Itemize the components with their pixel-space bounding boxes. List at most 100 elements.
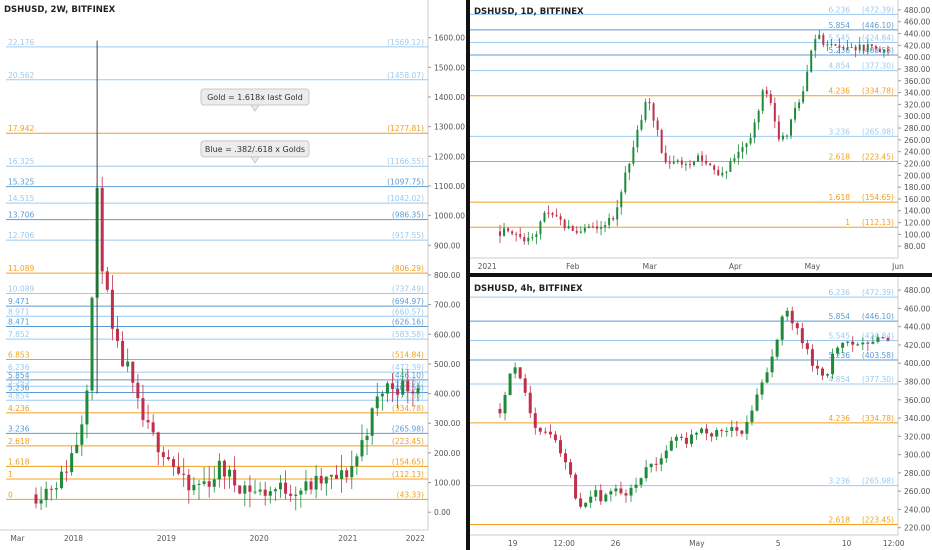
candle-body (780, 316, 784, 340)
fib-price-label: (334.78) (862, 414, 894, 423)
candle-body (49, 488, 53, 490)
y-tick-label: 200.00 (904, 171, 930, 180)
candle-body (600, 227, 603, 229)
fib-ratio-label: 5.545 (8, 377, 30, 386)
fib-price-label: (1097.75) (387, 178, 424, 187)
chart-svg-4h[interactable]: 220.00 240.00 260.00 280.00 300.00 320.00 340.… (470, 277, 932, 550)
candle-body (608, 218, 611, 226)
candle-body (664, 450, 668, 459)
candle-body (644, 467, 648, 479)
y-tick-label: 100.00 (434, 479, 460, 488)
candle-body (680, 160, 683, 165)
candle-body (85, 390, 89, 425)
y-tick-label: 480.00 (904, 286, 930, 295)
candle-body (656, 120, 659, 130)
candle-body (115, 328, 119, 341)
panel-divider-vertical[interactable] (466, 0, 470, 550)
candle-body (498, 408, 502, 414)
candle-body (669, 440, 673, 451)
y-tick-label: 400.00 (904, 359, 930, 368)
candle-body (689, 434, 693, 444)
y-tick-label: 400.00 (434, 390, 460, 399)
candle-body (604, 494, 608, 502)
fib-ratio-label: 9.471 (8, 297, 30, 306)
fib-ratio-label: 1 (8, 470, 13, 479)
fib-price-label: (472.39) (862, 5, 894, 14)
chart-panel-2w[interactable]: 0.00 100.00 200.00 300.00 400.00 500.00 600.00… (0, 0, 466, 550)
candle-body (841, 342, 845, 348)
candle-body (815, 365, 819, 369)
candle-body (870, 44, 873, 47)
candle-body (518, 367, 522, 379)
candle-body (523, 378, 527, 393)
candle-body (854, 46, 857, 51)
candle-body (131, 361, 135, 383)
candle-body (652, 103, 655, 121)
fib-ratio-label: 0 (8, 490, 13, 499)
fib-price-label: (737.49) (392, 284, 424, 293)
y-tick-label: 1500.00 (434, 63, 465, 72)
candle-body (676, 160, 679, 162)
candle-body (775, 339, 779, 357)
fib-price-label: (472.39) (392, 363, 424, 372)
candle-body (850, 46, 853, 48)
fib-ratio-label: 2.618 (829, 152, 851, 161)
fib-price-label: (472.39) (862, 288, 894, 297)
candle-body (862, 44, 865, 51)
candle-body (640, 119, 643, 130)
candle-body (672, 161, 675, 164)
candle-body (528, 392, 532, 414)
y-tick-label: 320.00 (904, 432, 930, 441)
y-tick-label: 440.00 (904, 323, 930, 332)
candle-body (684, 437, 688, 444)
candle-body (795, 323, 799, 329)
candle-body (34, 494, 38, 504)
candle-body (192, 484, 196, 491)
fib-ratio-label: 17.942 (8, 124, 34, 133)
chart-panel-4h[interactable]: 220.00 240.00 260.00 280.00 300.00 320.00 340.… (470, 277, 932, 550)
y-tick-label: 360.00 (904, 77, 930, 86)
fib-price-label: (223.45) (862, 516, 894, 525)
candle-body (659, 458, 663, 465)
fib-price-label: (154.65) (392, 457, 424, 466)
candle-body (679, 436, 683, 438)
fib-ratio-label: 8.971 (8, 307, 30, 316)
fib-price-label: (626.16) (392, 317, 424, 326)
candle-body (710, 433, 714, 437)
candle-body (761, 90, 764, 111)
x-tick-label: 2018 (64, 534, 83, 543)
fib-ratio-label: 4.236 (829, 414, 851, 423)
x-tick-label: May (805, 262, 821, 271)
candle-body (151, 422, 155, 433)
chart-svg-2w[interactable]: 0.00 100.00 200.00 300.00 400.00 500.00 600.00… (0, 0, 466, 550)
x-tick-label: 2020 (250, 534, 269, 543)
candle-body (730, 427, 734, 431)
candle-body (527, 237, 530, 242)
candle-body (44, 488, 48, 501)
candle-body (59, 471, 63, 489)
candle-body (324, 476, 328, 484)
candle-body (798, 102, 801, 109)
fib-ratio-label: 5.854 (829, 312, 851, 321)
fib-ratio-label: 13.706 (8, 211, 34, 220)
panel-divider-horizontal[interactable] (470, 273, 932, 277)
fib-price-label: (806.29) (392, 264, 424, 273)
chart-svg-1d[interactable]: 80.00 100.00 120.00 140.00 160.00 180.00 200.0… (470, 0, 932, 273)
candle-body (805, 343, 809, 350)
candle-body (684, 164, 687, 166)
candle-body (717, 169, 720, 176)
fib-price-label: (514.84) (392, 351, 424, 360)
candle-body (624, 493, 628, 496)
candle-body (539, 221, 542, 235)
y-tick-label: 500.00 (434, 360, 460, 369)
fib-ratio-label: 3.236 (8, 424, 30, 433)
candle-body (660, 129, 663, 153)
fib-price-label: (223.45) (392, 437, 424, 446)
chart-panel-1d[interactable]: 80.00 100.00 120.00 140.00 160.00 180.00 200.0… (470, 0, 932, 273)
y-tick-label: 400.00 (904, 53, 930, 62)
candle-body (842, 47, 845, 49)
chart-title: DSHUSD, 2W, BITFINEX (4, 5, 116, 15)
candle-body (304, 481, 308, 491)
y-tick-label: 240.00 (904, 505, 930, 514)
fib-ratio-label: 2.618 (829, 516, 851, 525)
